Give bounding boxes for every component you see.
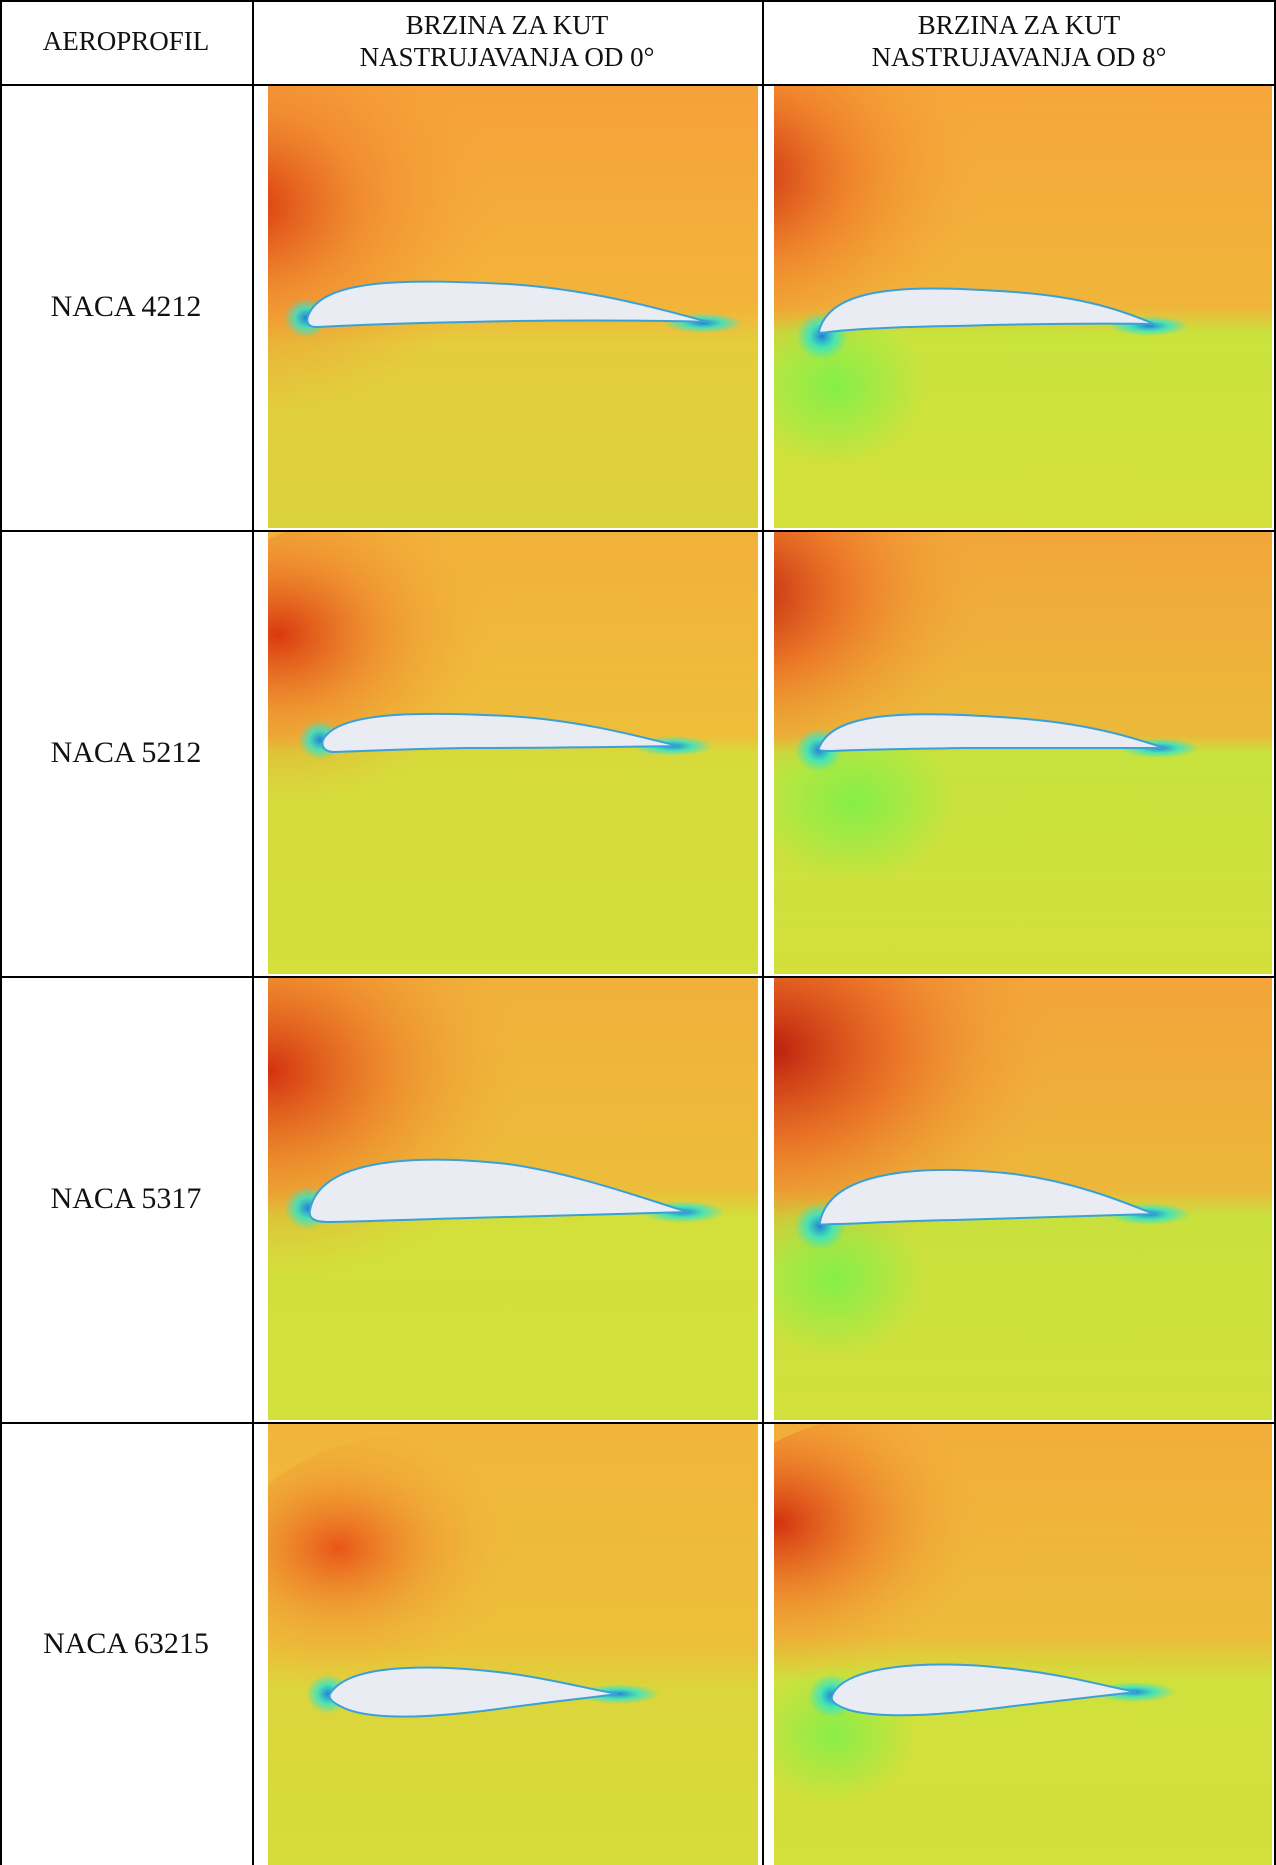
velocity-plot-naca-63215-0deg <box>268 1424 758 1865</box>
grid-line-right <box>1274 0 1276 1865</box>
grid-line-row3-bottom <box>0 1422 1276 1424</box>
grid-line-left <box>0 0 2 1865</box>
velocity-plot-naca-5212-0deg <box>268 532 758 974</box>
header-airfoil: AEROPROFIL <box>42 26 210 57</box>
header-velocity-8deg: BRZINA ZA KUT NASTRUJAVANJA OD 8° <box>871 10 1167 72</box>
grid-line-row2-bottom <box>0 976 1276 978</box>
grid-line-col2 <box>762 0 764 1865</box>
velocity-plot-naca-5317-8deg <box>774 978 1272 1420</box>
header-velocity-0deg: BRZINA ZA KUT NASTRUJAVANJA OD 0° <box>359 10 655 72</box>
velocity-plot-naca-5212-8deg <box>774 532 1272 974</box>
row-label-naca-4212: NACA 4212 <box>50 290 202 323</box>
grid-line-header-bottom <box>0 84 1276 86</box>
row-label-naca-5317: NACA 5317 <box>50 1182 202 1215</box>
velocity-plot-naca-63215-8deg <box>774 1424 1272 1865</box>
velocity-plot-naca-5317-0deg <box>268 978 758 1420</box>
velocity-plot-naca-4212-0deg <box>268 86 758 528</box>
row-label-naca-5212: NACA 5212 <box>50 736 202 769</box>
grid-line-top <box>0 0 1276 2</box>
grid-line-row1-bottom <box>0 530 1276 532</box>
row-label-naca-63215: NACA 63215 <box>43 1626 209 1660</box>
velocity-plot-naca-4212-8deg <box>774 86 1272 528</box>
grid-line-col1 <box>252 0 254 1865</box>
